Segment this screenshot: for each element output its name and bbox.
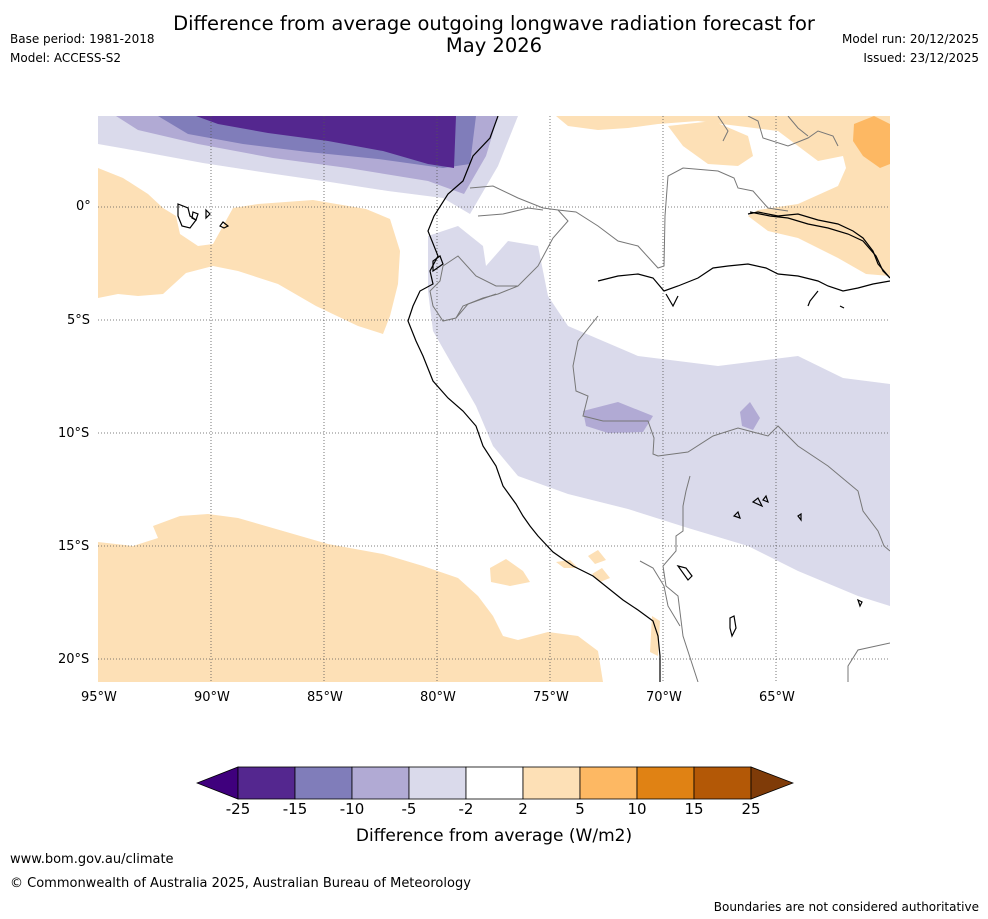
coastlines [177, 116, 890, 682]
olr-anomaly-map [98, 116, 890, 682]
colorbar-swatch-6 [522, 766, 581, 800]
page-title: Difference from average outgoing longwav… [0, 13, 988, 57]
lon-label-70w: 70°W [646, 690, 682, 705]
colorbar-swatch-9 [693, 766, 752, 800]
issued-text: Issued: 23/12/2025 [863, 51, 979, 65]
lat-label-15s: 15°S [58, 539, 90, 554]
lat-label-20s: 20°S [58, 652, 90, 667]
colorbar-swatch-1 [237, 766, 296, 800]
colorbar-tick-label: 15 [684, 800, 704, 818]
disclaimer-text: Boundaries are not considered authoritat… [713, 900, 979, 914]
anomaly-band-minus5-bolivia [740, 402, 760, 430]
anomaly-band-plus2-south [98, 514, 603, 682]
model-run-text: Model run: 20/12/2025 [841, 32, 979, 46]
graticule [98, 116, 890, 682]
lat-label-0: 0° [76, 199, 91, 214]
anomaly-band-plus2-coast-1 [490, 559, 530, 586]
anomaly-band-plus2-coast-2 [588, 550, 606, 564]
colorbar-tick-label: 5 [575, 800, 585, 818]
colorbar [196, 766, 794, 800]
colorbar-swatch-8 [636, 766, 695, 800]
anomaly-band-minus15-north [196, 116, 456, 168]
anomaly-band-plus2-northeast [556, 116, 890, 276]
lon-label-80w: 80°W [420, 690, 456, 705]
anomaly-band-plus2-galapagos [98, 168, 400, 334]
colorbar-tick-label: 10 [627, 800, 647, 818]
base-period-text: Base period: 1981-2018 [10, 32, 155, 46]
colorbar-tick-label: -15 [282, 800, 308, 818]
colorbar-tick-label: 2 [518, 800, 528, 818]
anomaly-band-plus2-chile [650, 616, 660, 656]
colorbar-extend-max [750, 766, 794, 800]
lat-label-10s: 10°S [58, 426, 90, 441]
country-borders [429, 116, 890, 682]
colorbar-swatch-7 [579, 766, 638, 800]
colorbar-swatch-2 [294, 766, 353, 800]
colorbar-extend-min [196, 766, 239, 800]
title-line-1: Difference from average outgoing longwav… [173, 12, 815, 35]
colorbar-tick-label: -2 [458, 800, 474, 818]
anomaly-band-plus2-caribbean [668, 121, 753, 166]
website-text: www.bom.gov.au/climate [10, 852, 174, 867]
anomaly-band-minus5-peru [583, 402, 653, 433]
title-line-2: May 2026 [445, 34, 543, 57]
lon-label-95w: 95°W [81, 690, 117, 705]
colorbar-label: Difference from average (W/m2) [355, 826, 633, 846]
model-text: Model: ACCESS-S2 [10, 51, 122, 65]
anomaly-band-minus2-peru [428, 226, 890, 606]
lat-label-5s: 5°S [67, 313, 91, 328]
lon-label-85w: 85°W [307, 690, 343, 705]
lon-label-75w: 75°W [533, 690, 569, 705]
lon-label-65w: 65°W [759, 690, 795, 705]
lon-label-90w: 90°W [194, 690, 230, 705]
colorbar-swatch-4 [408, 766, 467, 800]
colorbar-tick-label: -10 [339, 800, 365, 818]
anomaly-band-plus5-northeast [853, 116, 890, 168]
colorbar-tick-label: -25 [225, 800, 251, 818]
colorbar-tick-label: 25 [741, 800, 761, 818]
colorbar-swatch-5 [465, 766, 524, 800]
colorbar-tick-label: -5 [401, 800, 417, 818]
colorbar-swatch-3 [351, 766, 410, 800]
copyright-text: © Commonwealth of Australia 2025, Austra… [10, 876, 471, 891]
